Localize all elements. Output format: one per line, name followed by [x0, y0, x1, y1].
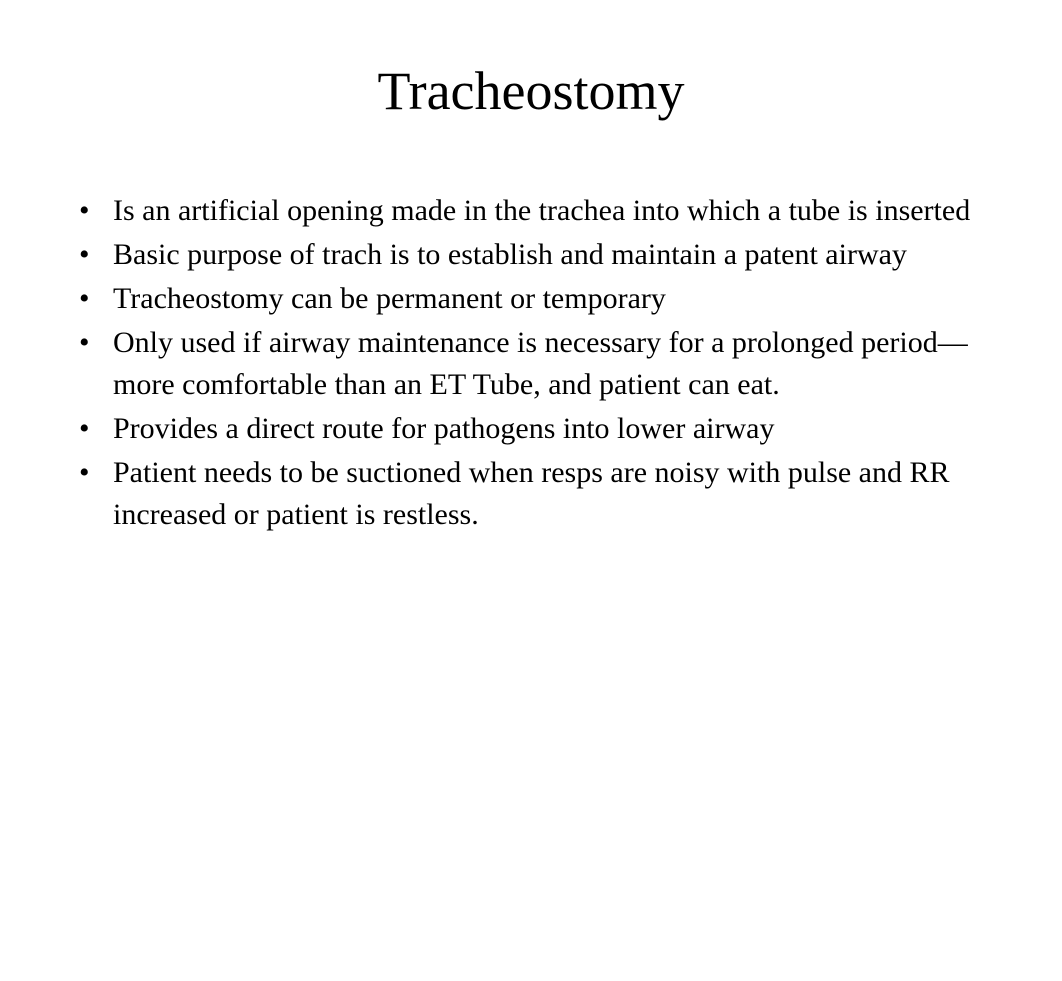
bullet-list: Is an artificial opening made in the tra… — [75, 190, 982, 536]
list-item: Is an artificial opening made in the tra… — [75, 190, 982, 232]
list-item: Basic purpose of trach is to establish a… — [75, 234, 982, 276]
list-item: Only used if airway maintenance is neces… — [75, 322, 982, 406]
slide-content: Is an artificial opening made in the tra… — [0, 190, 1062, 536]
slide-title: Tracheostomy — [0, 60, 1062, 122]
list-item: Provides a direct route for pathogens in… — [75, 408, 982, 450]
list-item: Patient needs to be suctioned when resps… — [75, 452, 982, 536]
list-item: Tracheostomy can be permanent or tempora… — [75, 278, 982, 320]
